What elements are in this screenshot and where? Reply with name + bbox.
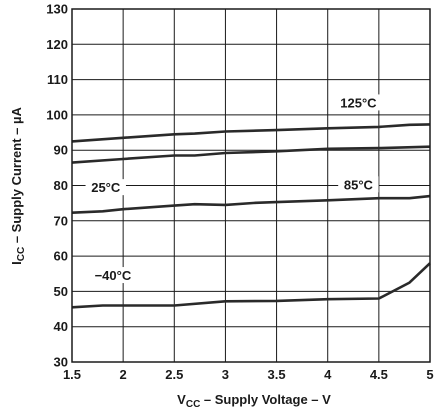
y-tick-label: 30: [54, 355, 68, 370]
series-line-2: [71, 194, 431, 214]
x-tick-label: 2: [120, 367, 127, 382]
series-line-0: [71, 123, 431, 143]
x-tick-label: 4: [324, 367, 332, 382]
y-tick-label: 50: [54, 284, 68, 299]
y-axis-label: ICC – Supply Current – µA: [9, 107, 27, 265]
series-label-background: [88, 267, 137, 284]
x-tick-label: 4.5: [370, 367, 388, 382]
y-tick-label: 130: [46, 2, 68, 17]
x-tick-label: 3: [222, 367, 229, 382]
y-tick-label: 100: [46, 107, 68, 122]
y-tick-label: 70: [54, 213, 68, 228]
series-lines: [71, 123, 431, 309]
y-tick-label: 110: [47, 72, 68, 87]
y-tick-label: 90: [54, 143, 68, 158]
x-tick-label: 5: [426, 367, 433, 382]
series-labels: 125°C 85°C 25°C −40°C: [85, 94, 383, 284]
x-tick-label: 1.5: [63, 367, 81, 382]
series-label-1: 85°C: [344, 177, 374, 192]
series-label-0: 125°C: [340, 95, 377, 110]
y-tick-labels: 30 40 50 60 70 80 90 100 110 120 130: [46, 2, 68, 370]
series-label-3: −40°C: [95, 268, 132, 283]
plot-frame: [71, 8, 431, 363]
x-axis-label: VCC – Supply Voltage – V: [177, 392, 331, 410]
series-label-2: 25°C: [91, 180, 121, 195]
y-tick-label: 40: [54, 319, 68, 334]
series-line-3: [71, 262, 431, 309]
y-tick-label: 120: [46, 37, 68, 52]
series-label-background: [85, 179, 126, 196]
y-tick-label: 60: [54, 249, 68, 264]
x-tick-label: 3.5: [268, 367, 286, 382]
series-label-background: [338, 176, 379, 193]
series-label-background: [334, 94, 383, 111]
x-tick-label: 2.5: [165, 367, 183, 382]
series-line-1: [71, 145, 431, 164]
y-tick-label: 80: [54, 178, 68, 193]
x-tick-labels: 1.5 2 2.5 3 3.5 4 4.5 5: [63, 367, 434, 382]
